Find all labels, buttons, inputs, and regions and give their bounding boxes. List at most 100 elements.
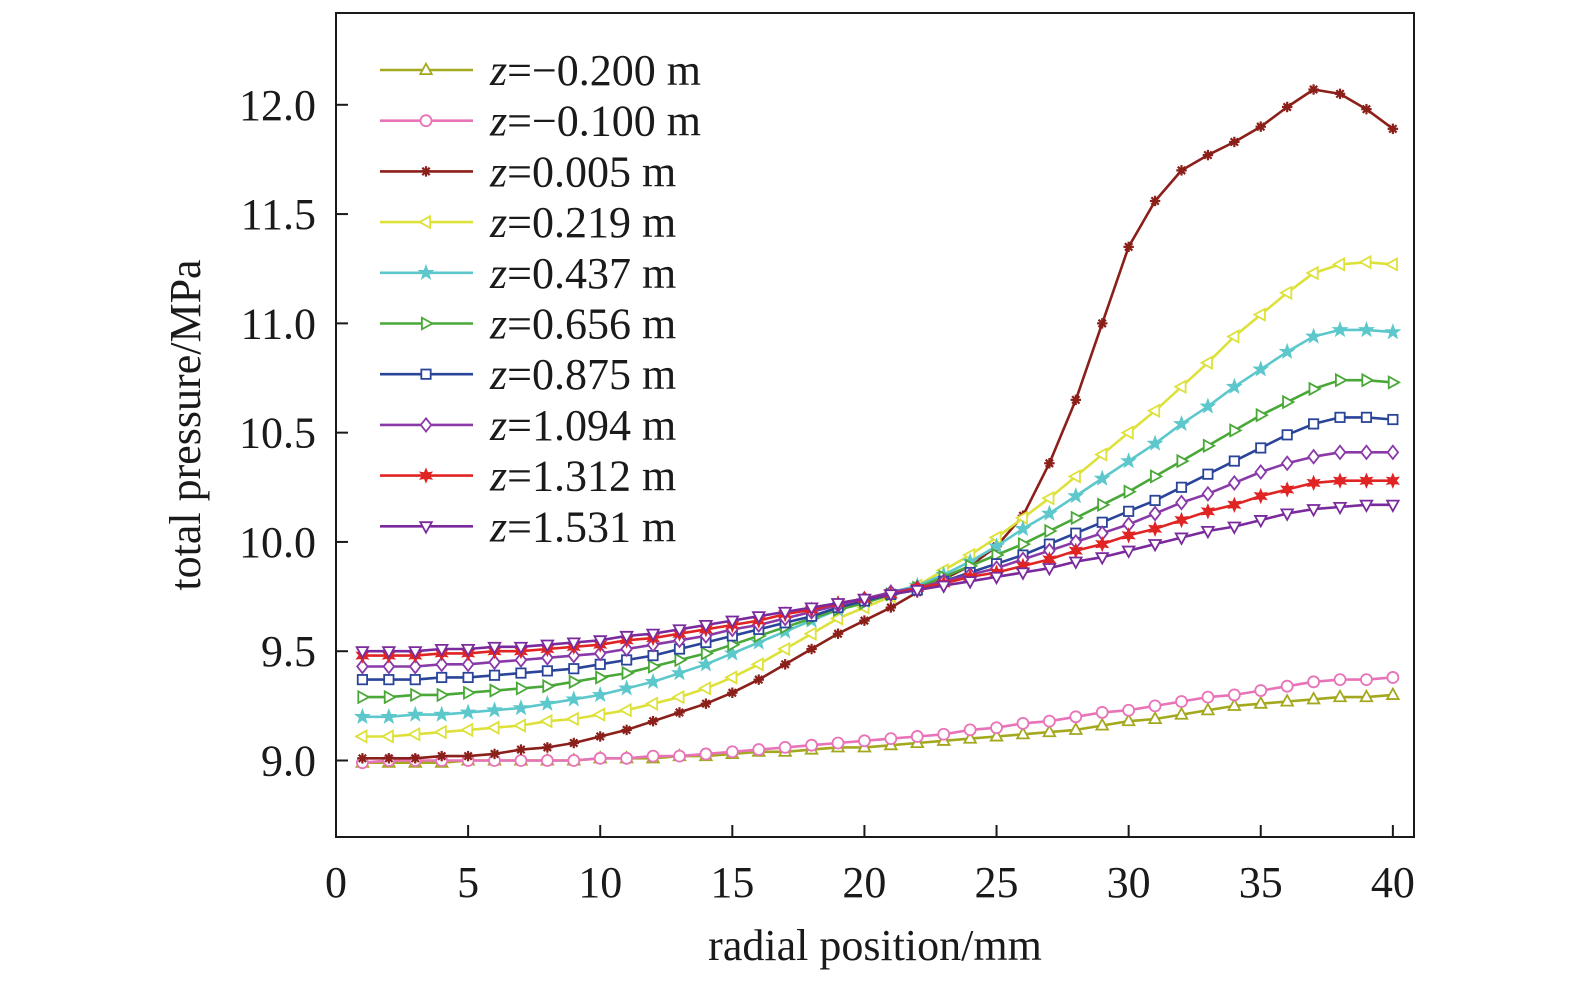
data-point (595, 670, 609, 685)
data-point (885, 602, 897, 613)
data-point (1387, 375, 1402, 390)
data-point (1280, 455, 1294, 472)
data-point (1228, 455, 1240, 467)
data-point (1202, 468, 1214, 480)
data-point (1387, 123, 1399, 135)
data-point (1067, 469, 1081, 484)
data-point (1278, 285, 1293, 301)
legend-item: z=−0.200 m (380, 46, 701, 95)
data-point (1385, 499, 1401, 513)
data-point (1042, 723, 1057, 738)
data-point (1331, 257, 1346, 272)
data-point (1093, 469, 1111, 486)
data-point (778, 740, 792, 754)
data-point (1252, 307, 1266, 322)
data-point (1254, 463, 1268, 481)
x-tick-label: 5 (457, 858, 479, 907)
legend-item: z=−0.100 m (380, 97, 701, 146)
data-point (752, 743, 766, 756)
x-tick-label: 10 (578, 858, 622, 907)
data-point (594, 731, 606, 742)
data-point (383, 674, 395, 686)
data-point (1070, 394, 1082, 406)
data-point (1332, 688, 1348, 703)
data-point (1334, 411, 1346, 423)
legend-value: =0.005 m (507, 147, 676, 196)
data-point (462, 750, 474, 762)
series-1 (355, 686, 1401, 768)
legend-label: z=0.005 m (489, 147, 676, 196)
data-point (592, 635, 608, 649)
data-point (1015, 726, 1031, 740)
data-point (463, 685, 477, 701)
data-point (1121, 527, 1136, 544)
data-point (989, 728, 1004, 742)
data-point (779, 659, 791, 670)
data-point (1120, 425, 1134, 440)
data-point (1229, 136, 1240, 148)
legend-item: z=1.312 m (380, 452, 676, 501)
data-point (1307, 448, 1320, 465)
data-point (540, 639, 555, 653)
data-point (383, 689, 398, 705)
legend-label: z=1.531 m (489, 502, 676, 551)
data-point (1041, 490, 1055, 506)
legend-swatch-marker (417, 263, 435, 281)
data-point (1201, 485, 1215, 502)
data-point (1201, 690, 1215, 704)
data-point (1149, 195, 1161, 207)
data-point (697, 655, 715, 672)
data-point (1361, 372, 1375, 388)
data-point (1067, 487, 1085, 504)
data-point (1175, 481, 1188, 493)
legend-label: z=1.312 m (489, 452, 676, 501)
data-point (1308, 418, 1320, 430)
x-tick-label: 35 (1239, 858, 1283, 907)
data-point (1014, 519, 1032, 537)
x-axis-label: radial position/mm (708, 921, 1042, 970)
data-point (674, 707, 685, 718)
data-point (1068, 556, 1084, 570)
data-point (725, 745, 739, 759)
data-point (1279, 508, 1295, 522)
data-point (1176, 453, 1190, 469)
data-point (1253, 515, 1269, 529)
legend-swatch-marker (418, 467, 434, 484)
data-point (989, 571, 1004, 586)
data-point (776, 641, 791, 657)
data-point (567, 647, 581, 664)
data-point (487, 641, 502, 656)
y-tick-label: 10.0 (239, 518, 316, 567)
data-point (1069, 710, 1083, 724)
data-point (884, 732, 898, 746)
data-point (1308, 84, 1319, 95)
data-point (515, 681, 530, 696)
data-point (410, 753, 421, 764)
data-point (1174, 532, 1189, 546)
series-line (362, 88, 1394, 760)
legend-item: z=1.531 m (380, 502, 676, 551)
data-point (620, 751, 634, 765)
data-point (1281, 101, 1293, 113)
data-point (646, 749, 660, 763)
data-point (1199, 355, 1213, 371)
data-point (1097, 318, 1108, 329)
data-point (674, 652, 688, 668)
series-line (362, 676, 1394, 764)
data-point (1281, 429, 1293, 441)
data-point (1229, 423, 1243, 438)
data-point (1279, 693, 1295, 707)
data-point (460, 644, 476, 658)
data-point (566, 637, 582, 651)
legend-value: =1.094 m (507, 401, 676, 450)
data-point (410, 687, 424, 703)
data-point (1280, 679, 1294, 693)
y-axis-label: total pressure/MPa (161, 259, 210, 590)
data-point (698, 619, 714, 634)
data-point (936, 580, 951, 594)
data-point (1147, 710, 1163, 724)
data-point (514, 651, 528, 669)
data-point (488, 669, 501, 681)
data-point (568, 674, 582, 690)
data-point (724, 670, 738, 685)
